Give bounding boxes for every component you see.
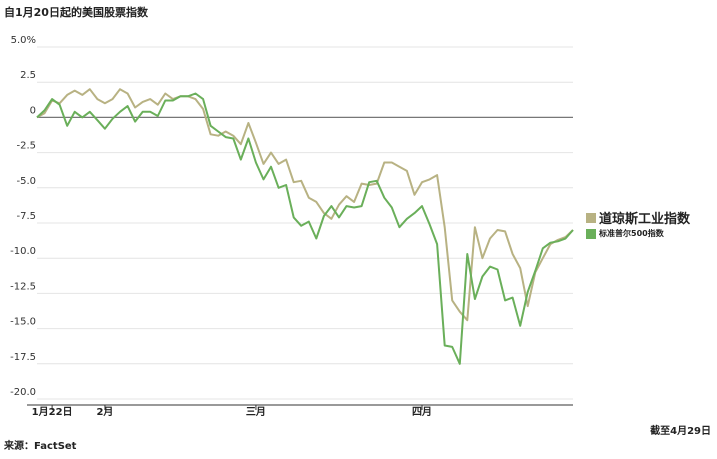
y-tick-label: -5.0 [16,176,36,187]
legend-item-dow: 道琼斯工业指数 [586,208,690,227]
y-tick-label: -2.5 [16,141,36,152]
legend-swatch-sp500 [586,228,596,239]
y-axis-ticks: 5.0% 2.5 0 -2.5 -5.0 -7.5 -10.0 -12.5 -15.0 -17.5… [10,35,36,398]
y-tick-label: -15.0 [10,317,36,328]
as-of-note: 截至4月29日 [650,426,711,437]
y-tick-label: 5.0% [11,35,36,46]
y-tick-label: -12.5 [10,281,36,292]
legend: 道琼斯工业指数 标准普尔500指数 [586,208,690,239]
y-tick-label: -20.0 [10,387,36,398]
legend-item-sp500: 标准普尔500指数 [586,228,690,239]
y-tick-label: 2.5 [20,70,36,81]
legend-label-dow: 道琼斯工业指数 [599,212,691,227]
grid-lines [37,46,573,400]
x-tick-label: 三月 [246,406,266,418]
x-axis: 1月22日 2月 三月 四月 [27,404,573,418]
y-tick-label: -17.5 [10,352,36,363]
y-tick-label: 0 [30,105,36,116]
x-tick-label: 四月 [412,406,432,418]
chart-title: 自1月20日起的美国股票指数 [4,6,148,19]
y-tick-label: -10.0 [10,246,36,257]
x-tick-label: 2月 [96,406,113,418]
y-tick-label: -7.5 [16,211,36,222]
source-note: 来源：FactSet [4,441,77,452]
x-tick-label: 1月22日 [32,406,73,418]
series-line-sp500 [36,92,574,365]
series-line-dow [36,88,574,322]
series-lines [36,88,574,365]
legend-label-sp500: 标准普尔500指数 [599,229,664,238]
legend-swatch-dow [586,212,596,223]
